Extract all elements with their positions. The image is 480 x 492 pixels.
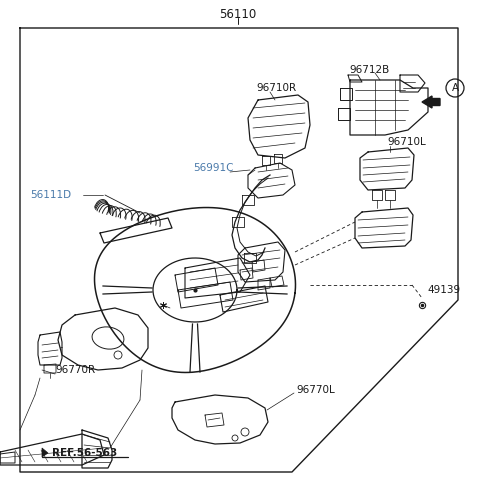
Polygon shape bbox=[42, 448, 48, 457]
Text: 49139: 49139 bbox=[427, 285, 460, 295]
Text: 96770R: 96770R bbox=[55, 365, 95, 375]
Text: 96712B: 96712B bbox=[350, 65, 390, 75]
FancyArrow shape bbox=[422, 96, 440, 108]
Text: REF.56-563: REF.56-563 bbox=[52, 448, 118, 458]
Text: 56110: 56110 bbox=[219, 7, 257, 21]
Text: 96710L: 96710L bbox=[387, 137, 426, 147]
Text: A: A bbox=[451, 83, 458, 93]
Text: 96710R: 96710R bbox=[256, 83, 296, 93]
Text: 56111D: 56111D bbox=[30, 190, 71, 200]
Text: 96770L: 96770L bbox=[296, 385, 335, 395]
Text: 56991C: 56991C bbox=[193, 163, 233, 173]
